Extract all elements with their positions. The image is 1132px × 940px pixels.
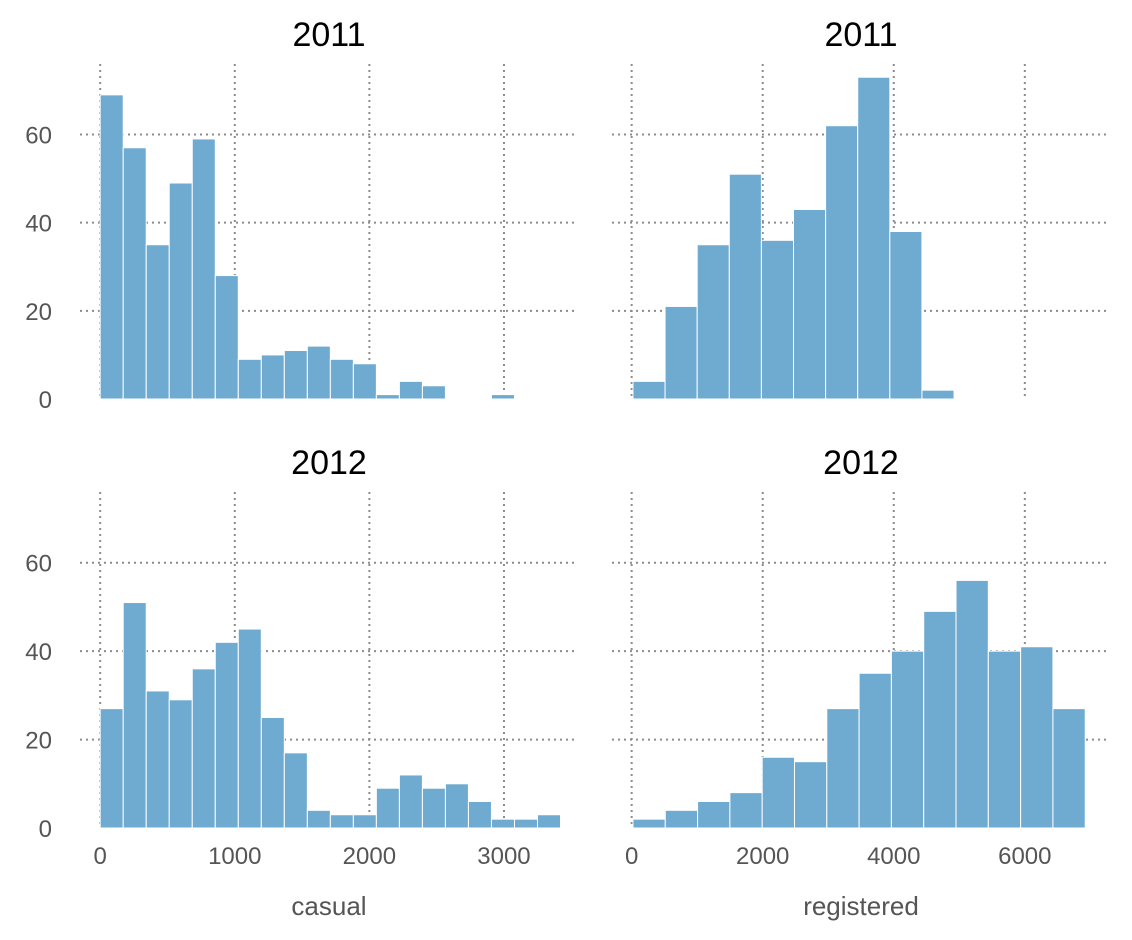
histogram-bar	[306, 345, 331, 400]
x-tick-label: 3000	[477, 843, 530, 870]
panel-title: 2011	[292, 16, 365, 54]
y-tick-label: 60	[25, 551, 52, 578]
histogram-panel-0: 2011 0 20 40 60	[25, 16, 578, 414]
histogram-bar	[122, 602, 147, 829]
x-tick-label: 0	[94, 843, 107, 870]
histogram-bar	[191, 138, 216, 400]
histogram-bar	[168, 699, 193, 829]
y-tick-label: 40	[25, 639, 52, 666]
panel-title: 2011	[824, 16, 897, 54]
histogram-bar	[237, 358, 262, 400]
histogram-bar	[421, 787, 446, 829]
histogram-bar	[760, 239, 795, 400]
histogram-bar	[921, 389, 955, 400]
histogram-bar	[421, 385, 446, 400]
y-tick-label: 20	[25, 299, 52, 326]
histogram-bar	[664, 809, 699, 829]
histogram-bar	[857, 76, 891, 400]
y-tick-label: 0	[39, 387, 52, 414]
histogram-bar	[536, 814, 562, 829]
histogram-bar	[99, 708, 124, 829]
histogram-bar	[696, 244, 730, 400]
panel-title: 2012	[823, 444, 899, 482]
histogram-bar	[923, 610, 957, 829]
y-tick-label: 60	[25, 123, 52, 150]
x-axis-label: registered	[803, 891, 919, 921]
histogram-bar	[214, 275, 239, 400]
histogram-bar	[955, 579, 989, 829]
histogram-bar	[398, 774, 423, 829]
histogram-bar	[793, 208, 827, 400]
histogram-bar	[728, 173, 762, 400]
histogram-bar	[352, 363, 377, 400]
y-tick-label: 40	[25, 211, 52, 238]
histogram-bar	[329, 814, 354, 829]
y-tick-label: 20	[25, 728, 52, 755]
histogram-bar	[490, 394, 515, 400]
histogram-bar	[283, 752, 308, 829]
histogram-bar	[237, 628, 262, 829]
x-tick-label: 6000	[998, 843, 1051, 870]
histogram-panel-3: 2012 0 2000 4000 6000 registered	[612, 444, 1110, 921]
x-tick-label: 4000	[867, 843, 920, 870]
panel-title: 2012	[291, 444, 367, 482]
histogram-bar	[191, 668, 216, 829]
histogram-bar	[513, 818, 538, 829]
histogram-bar	[793, 761, 828, 829]
histogram-bar	[632, 818, 666, 829]
histogram-bar	[306, 809, 331, 829]
histogram-bar	[825, 125, 859, 400]
x-tick-label: 0	[625, 843, 638, 870]
histogram-bar	[889, 231, 923, 400]
histogram-bar	[145, 244, 170, 400]
histogram-bar	[260, 354, 285, 400]
histogram-panel-1: 2011	[612, 16, 1110, 400]
histogram-bar	[260, 716, 285, 829]
histogram-bar	[214, 641, 239, 829]
x-tick-label: 2000	[736, 843, 789, 870]
histogram-bar	[664, 305, 698, 400]
histogram-bar	[168, 182, 193, 400]
histogram-bar	[145, 690, 170, 829]
histogram-bar	[632, 380, 666, 400]
histogram-panel-2: 2012 0 20 40 60 0 1000 2000 3000 casual	[25, 444, 578, 921]
histogram-bar	[375, 787, 400, 829]
histogram-bar	[858, 672, 892, 829]
x-tick-label: 1000	[208, 843, 261, 870]
histogram-bar	[826, 708, 860, 829]
histogram-bar	[1020, 646, 1054, 829]
histogram-bar	[283, 350, 308, 400]
histogram-bar	[329, 358, 354, 400]
histogram-bar	[99, 94, 124, 400]
histogram-bar	[761, 756, 795, 829]
x-tick-label: 2000	[343, 843, 396, 870]
histogram-bar	[398, 380, 423, 400]
histogram-bar	[444, 783, 469, 829]
histogram-bar	[352, 814, 377, 829]
histogram-bar	[375, 394, 400, 400]
histogram-bar	[490, 818, 515, 829]
x-axis-label: casual	[291, 891, 366, 921]
histogram-bar	[467, 800, 492, 829]
histogram-bar	[122, 147, 147, 400]
y-tick-label: 0	[39, 816, 52, 843]
histogram-bar	[1052, 708, 1086, 829]
histogram-bar	[697, 800, 731, 829]
histogram-bar	[890, 650, 925, 829]
histogram-bar	[729, 792, 763, 829]
histogram-bar	[987, 650, 1022, 829]
